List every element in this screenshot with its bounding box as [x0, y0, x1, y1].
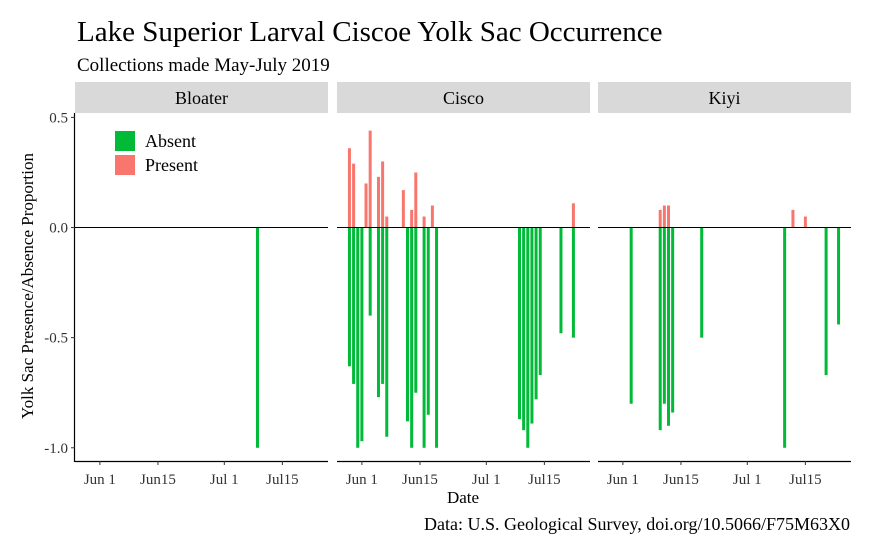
bar-present [368, 130, 372, 228]
bar-absent [255, 227, 259, 448]
legend: Absent Present [115, 131, 198, 175]
chart-subtitle: Collections made May-July 2019 [77, 55, 330, 76]
bar-absent [385, 227, 389, 437]
y-tick-label: -1.0 [44, 441, 68, 457]
x-tick-label: Jul 1 [210, 472, 239, 488]
facet-label: Kiyi [708, 88, 740, 108]
facet-strip [75, 82, 328, 113]
bar-absent [671, 227, 675, 413]
panel-kiyi: Kiyi Jun 1 Jun15 Jul 1 Jul15 [598, 82, 851, 488]
bar-absent [824, 227, 828, 376]
bar-absent [534, 227, 538, 400]
bar-present [430, 205, 434, 228]
x-tick-label: Jul 1 [472, 472, 501, 488]
panel-bloater: Bloater Jun 1 Jun15 Jul 1 Jul15 [75, 82, 328, 488]
bar-present [571, 203, 575, 228]
bar-present [385, 216, 389, 228]
bar-absent [422, 227, 426, 448]
bar-present [401, 190, 405, 228]
panels: Bloater Jun 1 Jun15 Jul 1 Jul15 Cisco Jun 1 Jun… [75, 82, 851, 488]
bar-absent [356, 227, 360, 448]
y-axis-label: Yolk Sac Presence/Absence Proportion [18, 153, 37, 419]
legend-key-absent [115, 131, 135, 151]
panel-cisco: Cisco Jun 1 Jun15 Jul 1 Jul15 [337, 82, 590, 488]
x-tick-label: Jul15 [789, 472, 822, 488]
bar-absent [410, 227, 414, 448]
bar-present [364, 183, 368, 228]
x-axis-label: Date [447, 488, 479, 507]
bar-absent [426, 227, 430, 415]
x-tick-label: Jun 1 [607, 472, 639, 488]
bar-present [803, 216, 807, 228]
chart-caption: Data: U.S. Geological Survey, doi.org/10… [424, 514, 850, 534]
y-tick-label: 0.5 [49, 110, 68, 126]
bar-present [410, 209, 414, 228]
chart-title: Lake Superior Larval Ciscoe Yolk Sac Occ… [77, 16, 662, 48]
bar-absent [435, 227, 439, 448]
x-tick-label: Jul15 [266, 472, 299, 488]
bar-absent [522, 227, 526, 431]
legend-label-absent: Absent [145, 131, 196, 151]
x-tick-label: Jun 1 [346, 472, 378, 488]
bar-present [667, 205, 671, 228]
bar-absent [530, 227, 534, 424]
bar-absent [414, 227, 418, 393]
bar-absent [368, 227, 372, 316]
bar-absent [376, 227, 380, 398]
x-tick-label: Jun 1 [84, 472, 116, 488]
bar-present [352, 163, 356, 228]
bar-absent [559, 227, 563, 334]
x-tick-label: Jun15 [140, 472, 176, 488]
bar-absent [837, 227, 841, 325]
bar-absent [662, 227, 666, 404]
bar-absent [667, 227, 671, 426]
x-tick-label: Jun15 [402, 472, 438, 488]
bar-absent [406, 227, 410, 422]
bar-absent [352, 227, 356, 384]
legend-key-present [115, 155, 135, 175]
bar-absent [526, 227, 530, 448]
y-tick-label: -0.5 [44, 331, 68, 347]
legend-label-present: Present [145, 155, 198, 175]
x-tick-label: Jun15 [663, 472, 699, 488]
bar-absent [517, 227, 521, 420]
x-tick-label: Jul15 [528, 472, 561, 488]
bar-absent [360, 227, 364, 442]
facet-strip [598, 82, 851, 113]
facet-strip [337, 82, 590, 113]
y-tick-label: 0.0 [49, 221, 68, 237]
facet-label: Cisco [443, 88, 484, 108]
bar-present [414, 172, 418, 228]
bar-absent [700, 227, 704, 338]
bar-present [376, 176, 380, 228]
bar-absent [381, 227, 385, 384]
facet-label: Bloater [175, 88, 228, 108]
bar-absent [347, 227, 351, 367]
x-tick-label: Jul 1 [733, 472, 762, 488]
bar-present [662, 205, 666, 228]
y-axis: 0.5 0.0 -0.5 -1.0 [44, 110, 76, 462]
bar-present [658, 209, 662, 228]
bar-absent [783, 227, 787, 448]
bar-present [347, 148, 351, 228]
bar-absent [571, 227, 575, 338]
bar-absent [658, 227, 662, 431]
bar-present [381, 161, 385, 228]
bar-absent [538, 227, 542, 376]
bar-present [422, 216, 426, 228]
bar-present [791, 209, 795, 228]
bar-absent [629, 227, 633, 404]
